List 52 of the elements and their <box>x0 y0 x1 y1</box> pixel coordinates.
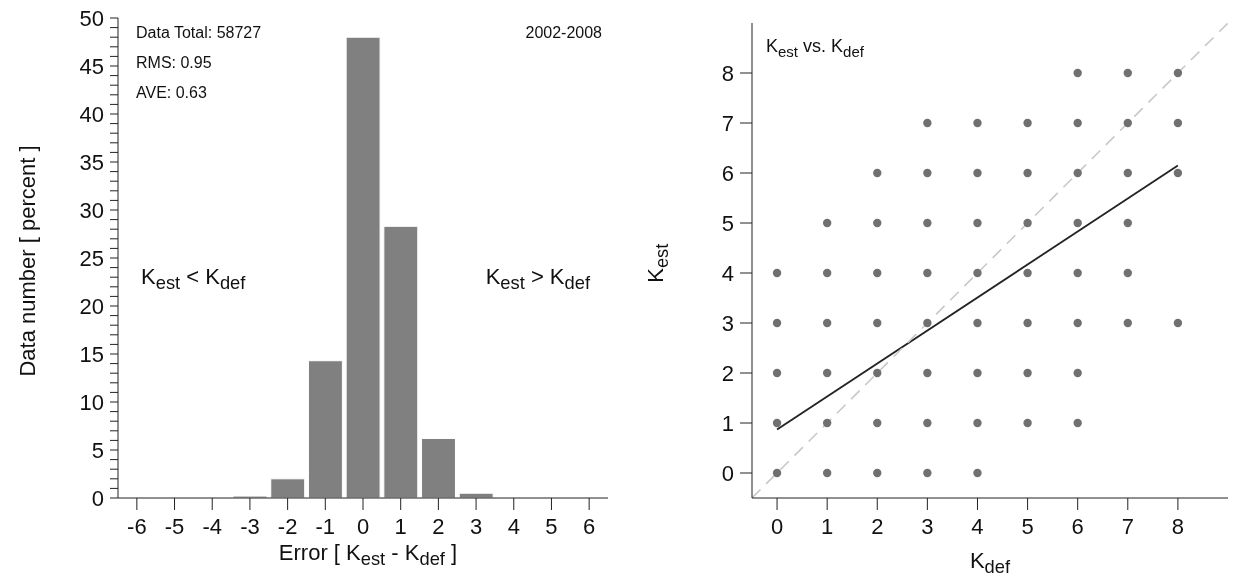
x-tick-label: 1 <box>394 513 407 539</box>
y-tick-label: 25 <box>79 245 104 271</box>
x-tick-label: 4 <box>507 513 520 539</box>
y-tick-label: 30 <box>79 197 104 223</box>
annotation: AVE: 0.63 <box>136 84 207 102</box>
x-tick-label: 3 <box>469 513 483 539</box>
y-tick-label: 20 <box>79 293 104 319</box>
y-axis-title: Data number [ percent ] <box>15 144 41 379</box>
x-tick-label: -1 <box>315 513 336 539</box>
y-tick-label: 6 <box>721 160 734 186</box>
y-tick-label: 15 <box>79 341 104 367</box>
x-tick-label: -3 <box>240 513 260 539</box>
y-tick-label: 50 <box>79 5 104 31</box>
y-tick-label: 35 <box>79 149 104 175</box>
x-axis-title: K$_{def}$ <box>968 548 1012 579</box>
y-tick-label: 5 <box>721 210 734 236</box>
x-tick-label: -5 <box>164 513 185 539</box>
annotation: K$_{est}$ > K$_{def}$ <box>485 264 590 295</box>
y-tick-label: 10 <box>79 389 104 415</box>
x-tick-label: 2 <box>871 513 884 539</box>
x-tick-label: -2 <box>277 513 298 539</box>
y-tick-label: 2 <box>721 360 734 386</box>
y-tick-label: 7 <box>721 110 734 136</box>
x-tick-label: 6 <box>1071 513 1084 539</box>
x-tick-label: 0 <box>770 513 784 539</box>
x-tick-label: 6 <box>583 513 596 539</box>
y-tick-label: 8 <box>721 60 734 86</box>
x-tick-label: 0 <box>356 513 370 539</box>
x-tick-label: 8 <box>1171 513 1185 539</box>
annotation: 2002-2008 <box>525 24 602 42</box>
y-tick-label: 40 <box>79 101 104 127</box>
y-tick-label: 3 <box>721 310 734 336</box>
annotation: RMS: 0.95 <box>136 54 212 72</box>
x-tick-label: 2 <box>432 513 445 539</box>
x-tick-label: 7 <box>1121 513 1134 539</box>
y-tick-label: 0 <box>91 485 104 511</box>
x-tick-label: 4 <box>971 513 984 539</box>
x-tick-label: 1 <box>821 513 834 539</box>
y-tick-label: 0 <box>721 460 734 486</box>
y-tick-label: 5 <box>91 437 104 463</box>
y-tick-label: 4 <box>721 260 734 286</box>
text: K$_{est}$ vs. K$_{def}$ <box>766 36 864 60</box>
annotation: K$_{est}$ < K$_{def}$ <box>141 264 246 295</box>
annotation: Data Total: 58727 <box>136 24 262 42</box>
x-tick-label: 5 <box>1021 513 1034 539</box>
x-tick-label: -6 <box>127 513 147 539</box>
x-axis-title: Error [ K$_{est}$ - K$_{def}$ ] <box>277 540 459 571</box>
y-tick-label: 1 <box>721 410 734 436</box>
x-tick-label: 5 <box>545 513 558 539</box>
x-tick-label: 3 <box>921 513 934 539</box>
y-tick-label: 45 <box>79 53 104 79</box>
x-tick-label: -4 <box>202 513 223 539</box>
